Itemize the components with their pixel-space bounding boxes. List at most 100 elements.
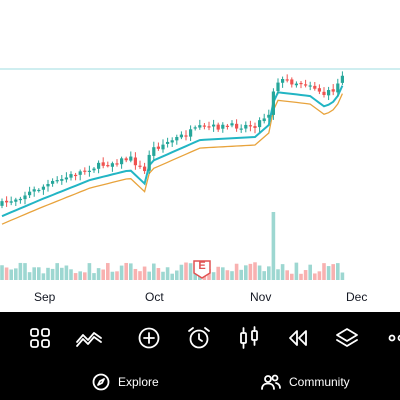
candle-body xyxy=(143,166,147,172)
volume-bar xyxy=(317,271,322,280)
candlesticks xyxy=(0,71,344,209)
volume-bar xyxy=(271,212,276,280)
volume-bar xyxy=(46,267,50,280)
chart-canvas[interactable] xyxy=(0,0,400,312)
volume-bar xyxy=(211,272,216,280)
candle-body xyxy=(207,126,211,128)
volume-bar xyxy=(27,272,32,280)
candle-body xyxy=(179,134,183,138)
volume-bar xyxy=(221,267,225,280)
candle-body xyxy=(253,126,257,128)
candle-body xyxy=(32,189,36,192)
volume-bar xyxy=(32,267,36,280)
bottom-navigation: Explore Community xyxy=(0,364,400,400)
x-axis-label-sep: Sep xyxy=(34,290,56,304)
community-icon xyxy=(261,374,281,390)
volume-bar xyxy=(276,269,280,280)
candle-body xyxy=(115,163,119,165)
volume-bar xyxy=(290,273,294,280)
candle-body xyxy=(235,123,239,129)
x-axis-label-nov: Nov xyxy=(250,290,272,304)
add-button[interactable] xyxy=(133,322,165,354)
fast-moving-average-line xyxy=(1,85,344,218)
volume-bar xyxy=(179,264,184,280)
candle-body xyxy=(262,118,266,122)
nav-community[interactable]: Community xyxy=(261,364,350,400)
candle-body xyxy=(152,147,156,156)
candle-body xyxy=(101,162,105,166)
plus-circle-icon xyxy=(138,327,160,349)
nav-explore[interactable]: Explore xyxy=(92,364,159,400)
volume-bar xyxy=(165,267,170,280)
earnings-badge-label: E xyxy=(198,260,206,272)
volume-bar xyxy=(96,268,101,280)
candle-body xyxy=(313,85,317,89)
volume-bar xyxy=(225,270,230,280)
candle-body xyxy=(322,91,326,95)
x-axis-label-dec: Dec xyxy=(346,290,368,304)
candle-body xyxy=(133,157,137,166)
candle-body xyxy=(74,174,78,177)
candle-body xyxy=(28,191,32,196)
volume-bar xyxy=(340,272,345,280)
volume-bar xyxy=(23,263,27,280)
volume-bar xyxy=(9,269,13,280)
volume-bar xyxy=(64,265,69,280)
volume-bar xyxy=(234,263,239,280)
candle-style-button[interactable] xyxy=(233,322,265,354)
volume-bar xyxy=(119,265,124,280)
candle-body xyxy=(37,189,41,192)
candle-body xyxy=(294,83,298,86)
candlestick-icon xyxy=(240,326,258,349)
alarm-clock-icon xyxy=(188,327,210,349)
candle-body xyxy=(23,195,27,200)
volume-bar xyxy=(50,268,55,280)
candle-body xyxy=(336,83,340,93)
volume-bar xyxy=(184,262,188,280)
volume-bar xyxy=(326,266,331,280)
candle-body xyxy=(271,91,275,115)
candle-body xyxy=(156,146,160,149)
volume-bar xyxy=(216,266,220,280)
layout-grid-button[interactable] xyxy=(24,322,56,354)
volume-bar xyxy=(138,271,142,280)
candle-body xyxy=(193,127,197,129)
candle-body xyxy=(83,170,87,172)
layers-button[interactable] xyxy=(331,322,363,354)
volume-bar xyxy=(331,264,335,280)
alert-button[interactable] xyxy=(183,322,215,354)
candle-body xyxy=(120,158,124,165)
candle-body xyxy=(0,201,4,206)
candle-body xyxy=(216,124,220,130)
volume-bar xyxy=(106,263,110,280)
replay-button[interactable] xyxy=(282,322,314,354)
volume-bar xyxy=(285,270,289,280)
candle-body xyxy=(51,180,55,184)
candle-body xyxy=(244,124,248,129)
candle-body xyxy=(258,120,262,128)
volume-bar xyxy=(313,273,317,280)
candle-body xyxy=(189,129,193,137)
volume-bar xyxy=(152,263,156,280)
candle-body xyxy=(308,85,312,87)
candle-body xyxy=(5,200,9,203)
candle-body xyxy=(327,90,331,96)
candle-body xyxy=(161,144,165,150)
volume-bar xyxy=(124,262,128,280)
indicators-button[interactable] xyxy=(73,322,105,354)
price-chart[interactable]: E Sep Oct Nov Dec xyxy=(0,0,400,312)
more-button[interactable] xyxy=(382,322,400,354)
candle-body xyxy=(124,158,128,161)
candle-body xyxy=(55,180,59,182)
volume-bar xyxy=(253,262,257,280)
chart-toolbar xyxy=(0,312,400,364)
earnings-event-badge[interactable]: E xyxy=(192,259,212,279)
volume-bar xyxy=(230,271,234,280)
volume-bars xyxy=(0,212,345,280)
candle-body xyxy=(170,140,174,143)
volume-bar xyxy=(133,268,138,280)
candle-body xyxy=(285,79,289,81)
candle-body xyxy=(9,201,13,203)
candle-body xyxy=(290,79,294,85)
candle-body xyxy=(87,170,91,172)
